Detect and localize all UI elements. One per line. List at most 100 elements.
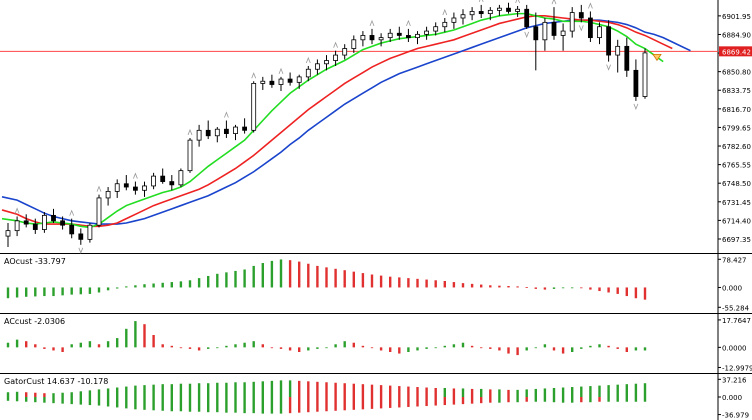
candle[interactable] — [560, 23, 566, 51]
candle[interactable] — [378, 33, 384, 47]
candle[interactable] — [142, 181, 147, 197]
gator-upper-bar — [6, 392, 10, 397]
candle-body-down — [506, 7, 511, 12]
indicator-bar — [407, 347, 410, 352]
candle[interactable] — [87, 223, 93, 243]
indicator-bar — [61, 287, 64, 296]
candle[interactable] — [305, 65, 311, 82]
candle[interactable] — [296, 74, 302, 89]
candle[interactable] — [114, 179, 120, 198]
candle[interactable] — [233, 124, 238, 141]
candle[interactable] — [14, 216, 20, 237]
candle[interactable] — [69, 218, 75, 239]
gator-lower-bar — [106, 397, 110, 407]
candle[interactable] — [496, 4, 502, 16]
candle-body-up — [214, 128, 220, 137]
gator-panel[interactable]: GatorCust 14.637 -10.178 37.216 0.000 -36.9… — [0, 374, 752, 420]
candle[interactable] — [369, 28, 375, 45]
candle[interactable] — [387, 28, 393, 42]
candle[interactable] — [615, 39, 621, 73]
candle[interactable] — [269, 74, 275, 88]
candle[interactable] — [415, 31, 420, 45]
candle[interactable] — [542, 17, 548, 51]
gator-lower-bar — [70, 397, 73, 405]
candle[interactable] — [569, 7, 575, 38]
fractal-down-icon — [578, 25, 584, 32]
candle[interactable] — [478, 4, 484, 18]
candle[interactable] — [32, 218, 38, 234]
gator-lower-bar — [607, 397, 610, 402]
candle[interactable] — [132, 181, 138, 195]
candle[interactable] — [187, 137, 193, 173]
candle[interactable] — [606, 20, 611, 62]
candle[interactable] — [23, 214, 29, 228]
indicator-bar — [589, 345, 592, 348]
candle[interactable] — [78, 228, 84, 245]
ac-panel[interactable]: ACcust -2.0306 17.7647 0.0000 -12.9979 — [0, 314, 752, 374]
candle[interactable] — [433, 22, 439, 36]
candle[interactable] — [405, 28, 411, 42]
candle[interactable] — [151, 172, 157, 190]
candle[interactable] — [5, 223, 11, 247]
candle[interactable] — [360, 31, 366, 47]
indicator-bar — [234, 344, 237, 348]
candle[interactable] — [178, 168, 184, 188]
candle[interactable] — [424, 26, 430, 40]
candle[interactable] — [96, 194, 102, 228]
candle[interactable] — [642, 48, 648, 99]
candle[interactable] — [278, 76, 284, 92]
indicator-bar — [398, 347, 401, 354]
candle[interactable] — [524, 4, 530, 29]
candle[interactable] — [333, 50, 339, 66]
price-panel[interactable]: 6901.956884.906867.856850.806833.756816.… — [0, 0, 752, 254]
candle[interactable] — [533, 12, 539, 71]
candle[interactable] — [451, 12, 457, 29]
candle[interactable] — [633, 59, 639, 101]
candle[interactable] — [287, 72, 293, 86]
candle[interactable] — [506, 2, 511, 14]
candle[interactable] — [460, 9, 466, 25]
candle[interactable] — [342, 44, 348, 60]
gator-upper-bar — [480, 388, 483, 397]
candle[interactable] — [469, 7, 475, 21]
gator-upper-bar — [225, 382, 228, 397]
candle[interactable] — [442, 17, 448, 33]
candle[interactable] — [260, 76, 266, 90]
candle[interactable] — [351, 35, 357, 53]
candle[interactable] — [60, 216, 65, 230]
candle[interactable] — [314, 59, 320, 75]
candle[interactable] — [105, 187, 111, 206]
candle[interactable] — [205, 120, 211, 140]
candle[interactable] — [214, 127, 220, 143]
candle[interactable] — [51, 208, 56, 224]
candle[interactable] — [487, 7, 493, 21]
candle[interactable] — [597, 22, 602, 45]
candle[interactable] — [169, 175, 175, 191]
candle[interactable] — [515, 6, 520, 17]
candle[interactable] — [223, 120, 229, 138]
candle[interactable] — [242, 118, 248, 134]
gator-lower-bar — [307, 397, 310, 413]
candle[interactable] — [588, 11, 593, 42]
candle[interactable] — [251, 81, 257, 133]
gator-lower-bar — [179, 397, 183, 412]
candle[interactable] — [551, 7, 557, 40]
candle-body-down — [396, 32, 402, 36]
candle[interactable] — [196, 124, 202, 147]
candle[interactable] — [324, 55, 329, 71]
candle[interactable] — [624, 37, 630, 77]
gator-lower-bar — [61, 397, 64, 404]
ao-panel[interactable]: AOcust -33.797 78.427 0.000 -55.284 — [0, 254, 752, 314]
candle[interactable] — [396, 26, 402, 40]
indicator-bar — [470, 345, 474, 348]
candle[interactable] — [578, 4, 584, 23]
candle[interactable] — [160, 168, 166, 184]
gator-upper-bar — [616, 384, 619, 397]
candle[interactable] — [42, 212, 47, 233]
price-tick-label: 6850.80 — [722, 69, 751, 77]
indicator-bar — [325, 347, 328, 349]
indicator-bar — [179, 347, 183, 349]
candle[interactable] — [123, 175, 129, 191]
gator-lower-bar — [370, 397, 374, 409]
